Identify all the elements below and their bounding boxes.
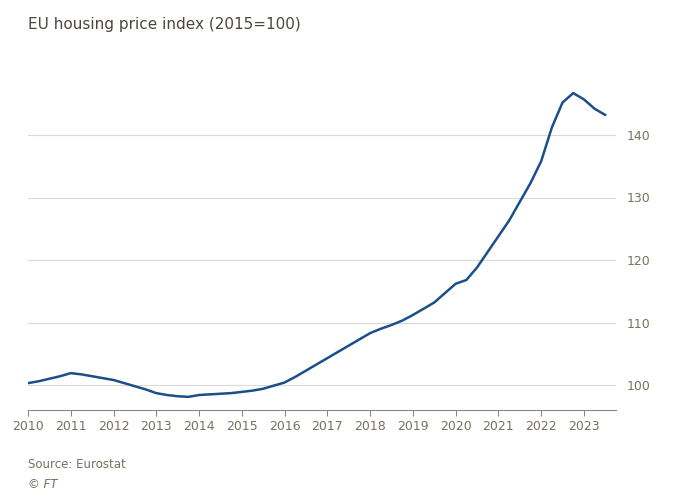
Text: Source: Eurostat: Source: Eurostat (28, 458, 126, 470)
Text: © FT: © FT (28, 478, 57, 490)
Text: EU housing price index (2015=100): EU housing price index (2015=100) (28, 17, 301, 32)
